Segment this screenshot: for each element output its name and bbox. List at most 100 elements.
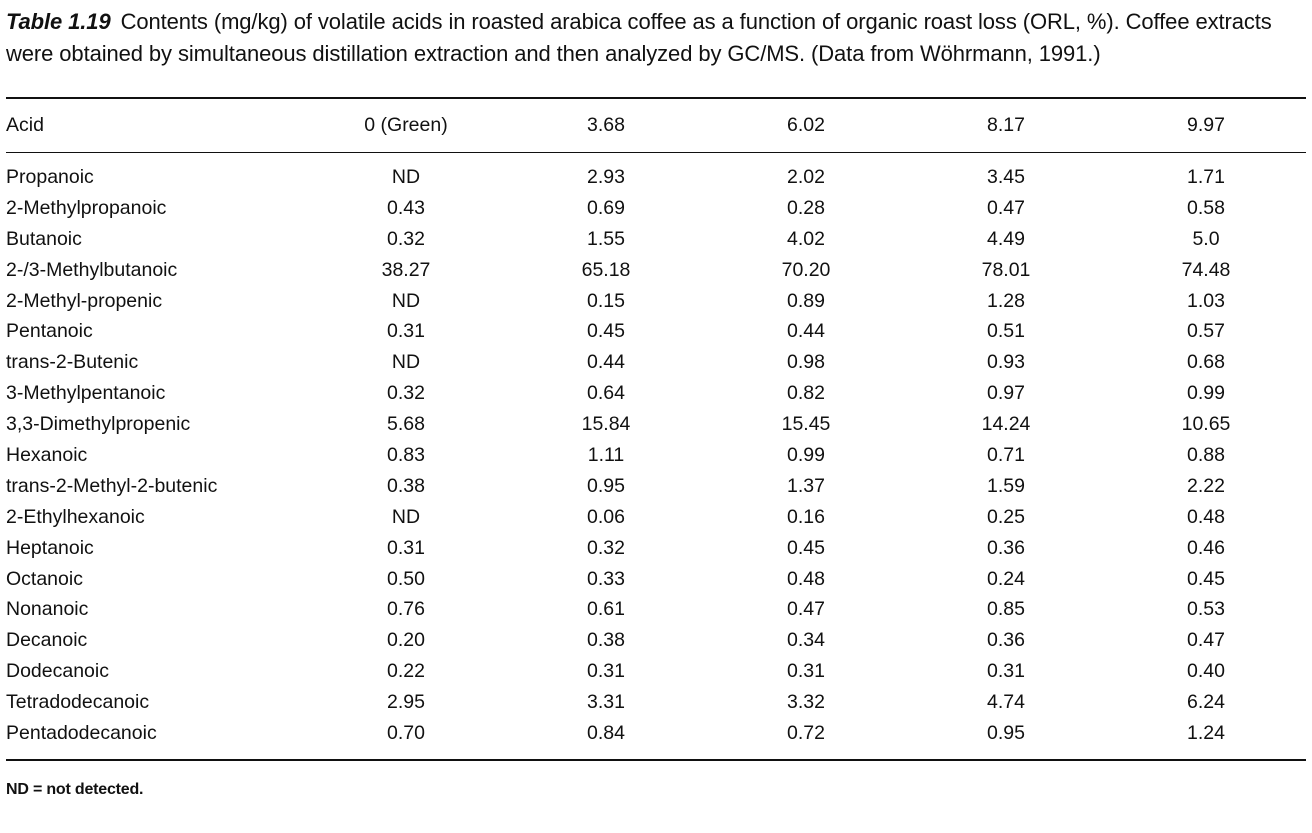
value-cell: 0.31 — [587, 660, 625, 683]
acid-name-cell: Tetradodecanoic — [6, 691, 150, 714]
table-row: Pentanoic 0.31 0.45 0.44 0.51 0.57 — [6, 316, 1306, 347]
column-header: 0 (Green) — [364, 114, 448, 136]
value-cell: 0.99 — [1187, 382, 1225, 405]
value-cell: 0.98 — [787, 351, 825, 374]
value-cell: 0.57 — [1187, 320, 1225, 343]
value-cell: 0.58 — [1187, 196, 1225, 219]
value-cell: 65.18 — [581, 258, 631, 281]
table-row: trans-2-Methyl-2-butenic 0.38 0.95 1.37 1.59… — [6, 471, 1306, 502]
value-cell: 0.45 — [1187, 567, 1225, 590]
value-cell: 2.93 — [587, 165, 625, 188]
acid-name-cell: Nonanoic — [6, 598, 89, 621]
value-cell: 0.34 — [787, 629, 825, 652]
column-header: 3.68 — [587, 114, 625, 136]
acid-name-cell: Hexanoic — [6, 443, 88, 466]
value-cell: 6.24 — [1187, 691, 1225, 714]
value-cell: 0.36 — [987, 536, 1025, 559]
value-cell: 1.55 — [587, 227, 625, 250]
value-cell: 78.01 — [981, 258, 1031, 281]
column-header: 8.17 — [987, 114, 1025, 136]
table-label: Table 1.19 — [6, 9, 111, 34]
value-cell: 0.84 — [587, 721, 625, 744]
table-row: Butanoic 0.32 1.55 4.02 4.49 5.0 — [6, 224, 1306, 255]
value-cell: 0.31 — [987, 660, 1025, 683]
value-cell: 0.48 — [787, 567, 825, 590]
value-cell: 1.11 — [587, 443, 625, 466]
value-cell: ND — [391, 505, 421, 528]
acid-name-cell: trans-2-Butenic — [6, 351, 139, 374]
table-row: 2-Ethylhexanoic ND 0.06 0.16 0.25 0.48 — [6, 502, 1306, 533]
value-cell: 1.03 — [1187, 289, 1225, 312]
value-cell: 0.25 — [987, 505, 1025, 528]
acid-name-cell: Pentanoic — [6, 320, 93, 343]
table-row: Decanoic 0.20 0.38 0.34 0.36 0.47 — [6, 625, 1306, 656]
value-cell: 0.33 — [587, 567, 625, 590]
value-cell: 0.48 — [1187, 505, 1225, 528]
value-cell: 0.06 — [587, 505, 625, 528]
value-cell: 0.71 — [987, 443, 1025, 466]
acid-name-cell: Butanoic — [6, 227, 82, 250]
acid-name-cell: 2-Ethylhexanoic — [6, 505, 145, 528]
value-cell: 0.61 — [587, 598, 625, 621]
table-caption: Table 1.19 Contents (mg/kg) of volatile a… — [6, 6, 1306, 70]
acid-name-cell: 2-Methylpropanoic — [6, 196, 167, 219]
value-cell: 0.28 — [787, 196, 825, 219]
value-cell: 1.59 — [987, 474, 1025, 497]
value-cell: 0.50 — [387, 567, 425, 590]
value-cell: 15.45 — [781, 413, 831, 436]
table-row: Pentadodecanoic 0.70 0.84 0.72 0.95 1.24 — [6, 718, 1306, 759]
value-cell: 0.53 — [1187, 598, 1225, 621]
table-row: Tetradodecanoic 2.95 3.31 3.32 4.74 6.24 — [6, 687, 1306, 718]
acid-name-cell: Pentadodecanoic — [6, 721, 157, 744]
value-cell: 0.36 — [987, 629, 1025, 652]
value-cell: 0.31 — [787, 660, 825, 683]
value-cell: 0.64 — [587, 382, 625, 405]
table-row: Nonanoic 0.76 0.61 0.47 0.85 0.53 — [6, 594, 1306, 625]
value-cell: 0.93 — [987, 351, 1025, 374]
value-cell: 70.20 — [781, 258, 831, 281]
value-cell: 3.32 — [787, 691, 825, 714]
value-cell: 0.31 — [387, 320, 425, 343]
value-cell: ND — [391, 289, 421, 312]
acid-name-cell: Propanoic — [6, 165, 94, 188]
value-cell: 0.51 — [987, 320, 1025, 343]
value-cell: ND — [391, 165, 421, 188]
value-cell: 4.02 — [787, 227, 825, 250]
bottom-rule — [6, 758, 1306, 761]
value-cell: 4.49 — [987, 227, 1025, 250]
value-cell: 0.88 — [1187, 443, 1225, 466]
value-cell: 0.47 — [1187, 629, 1225, 652]
value-cell: 0.69 — [587, 196, 625, 219]
table-row: Dodecanoic 0.22 0.31 0.31 0.31 0.40 — [6, 656, 1306, 687]
value-cell: 0.45 — [587, 320, 625, 343]
acid-name-cell: Decanoic — [6, 629, 88, 652]
acid-name-cell: 2-Methyl-propenic — [6, 289, 163, 312]
value-cell: 74.48 — [1181, 258, 1231, 281]
value-cell: 0.47 — [787, 598, 825, 621]
value-cell: ND — [391, 351, 421, 374]
table-row: Octanoic 0.50 0.33 0.48 0.24 0.45 — [6, 564, 1306, 595]
table-row: 2-/3-Methylbutanoic 38.27 65.18 70.20 78.01 7… — [6, 255, 1306, 286]
value-cell: 0.99 — [787, 443, 825, 466]
value-cell: 0.38 — [587, 629, 625, 652]
value-cell: 5.68 — [387, 413, 425, 436]
value-cell: 0.95 — [987, 721, 1025, 744]
table-row: Hexanoic 0.83 1.11 0.99 0.71 0.88 — [6, 440, 1306, 471]
value-cell: 0.32 — [387, 227, 425, 250]
value-cell: 1.24 — [1187, 721, 1225, 744]
acid-name-cell: 3-Methylpentanoic — [6, 382, 166, 405]
value-cell: 0.32 — [587, 536, 625, 559]
table-row: 2-Methylpropanoic 0.43 0.69 0.28 0.47 0.58 — [6, 193, 1306, 224]
acid-name-cell: Heptanoic — [6, 536, 94, 559]
value-cell: 2.22 — [1187, 474, 1225, 497]
value-cell: 14.24 — [981, 413, 1031, 436]
header-row: Acid 0 (Green) 3.68 6.02 8.17 9.97 — [6, 99, 1306, 152]
value-cell: 0.85 — [987, 598, 1025, 621]
value-cell: 0.32 — [387, 382, 425, 405]
value-cell: 0.76 — [387, 598, 425, 621]
value-cell: 0.43 — [387, 196, 425, 219]
value-cell: 1.71 — [1187, 165, 1225, 188]
value-cell: 0.22 — [387, 660, 425, 683]
value-cell: 4.74 — [987, 691, 1025, 714]
acid-name-cell: 3,3-Dimethylpropenic — [6, 413, 191, 436]
